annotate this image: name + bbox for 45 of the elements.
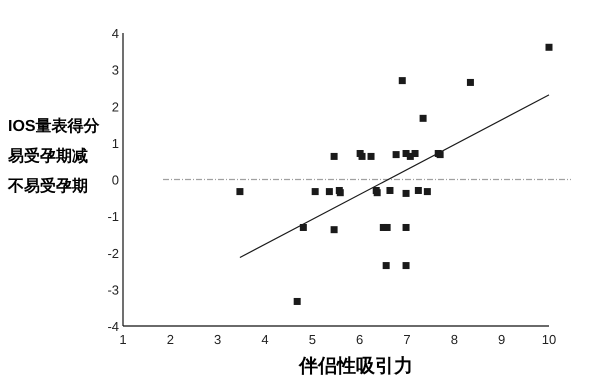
point xyxy=(412,150,419,157)
point xyxy=(358,152,366,160)
y-tick-label: 4 xyxy=(112,26,119,41)
y-tick-label: 3 xyxy=(112,62,119,78)
point xyxy=(466,78,474,86)
x-tick-label: 4 xyxy=(261,332,269,347)
point xyxy=(312,188,319,196)
point xyxy=(546,44,552,51)
point xyxy=(294,298,301,305)
point xyxy=(414,186,422,194)
point xyxy=(420,114,427,122)
y-tick-label: 2 xyxy=(112,99,119,114)
point xyxy=(326,188,333,196)
x-tick-label: 2 xyxy=(166,332,174,347)
point xyxy=(330,152,338,160)
y-tick-label: -1 xyxy=(107,209,119,224)
x-tick-label: 10 xyxy=(542,332,556,347)
point xyxy=(424,188,431,196)
x-tick-label: 6 xyxy=(356,332,364,347)
point xyxy=(336,189,344,196)
point xyxy=(402,262,410,270)
x-tick-label: 5 xyxy=(308,332,316,347)
y-tick-label: -2 xyxy=(107,246,119,261)
point xyxy=(300,224,307,231)
point xyxy=(384,224,391,231)
point xyxy=(236,188,244,196)
y-tick-label: -3 xyxy=(107,282,119,298)
point xyxy=(368,152,375,160)
point xyxy=(398,77,406,84)
x-axis-title: 伴侣性吸引力 xyxy=(298,355,413,377)
x-tick-label: 3 xyxy=(214,332,222,347)
point xyxy=(402,224,410,231)
y-axis-title: IOS量表得分易受孕期减不易受孕期 xyxy=(7,117,101,195)
x-tick-label: 9 xyxy=(498,332,506,347)
y-tick-label: -4 xyxy=(107,319,119,334)
point xyxy=(386,186,394,194)
y-tick-label: 1 xyxy=(112,136,119,151)
point xyxy=(392,151,400,158)
point xyxy=(402,190,410,197)
y-tick-label: 0 xyxy=(112,172,119,188)
point xyxy=(382,262,390,270)
point xyxy=(374,189,381,196)
point xyxy=(330,226,338,234)
x-tick-label: 7 xyxy=(403,332,411,347)
x-tick-label: 8 xyxy=(450,332,458,347)
